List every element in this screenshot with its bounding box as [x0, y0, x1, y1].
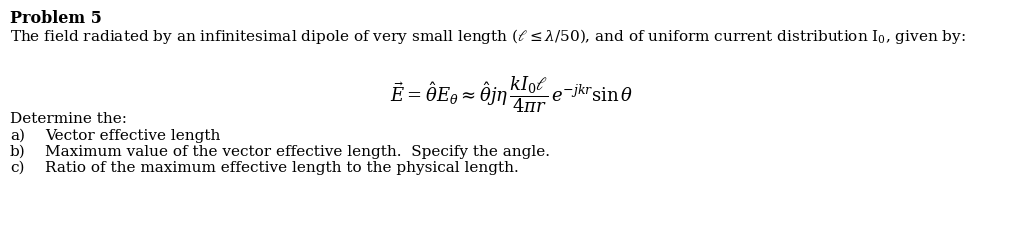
Text: a): a)	[10, 129, 25, 143]
Text: c): c)	[10, 161, 25, 175]
Text: Problem 5: Problem 5	[10, 10, 101, 27]
Text: Ratio of the maximum effective length to the physical length.: Ratio of the maximum effective length to…	[45, 161, 519, 175]
Text: Vector effective length: Vector effective length	[45, 129, 220, 143]
Text: b): b)	[10, 145, 26, 159]
Text: The field radiated by an infinitesimal dipole of very small length ($\ell \leq \: The field radiated by an infinitesimal d…	[10, 27, 966, 46]
Text: $\vec{E} = \hat{\theta}E_\theta \approx \hat{\theta}j\eta\,\dfrac{kI_0\ell}{4\pi: $\vec{E} = \hat{\theta}E_\theta \approx …	[390, 74, 634, 115]
Text: Maximum value of the vector effective length.  Specify the angle.: Maximum value of the vector effective le…	[45, 145, 550, 159]
Text: Determine the:: Determine the:	[10, 112, 127, 126]
